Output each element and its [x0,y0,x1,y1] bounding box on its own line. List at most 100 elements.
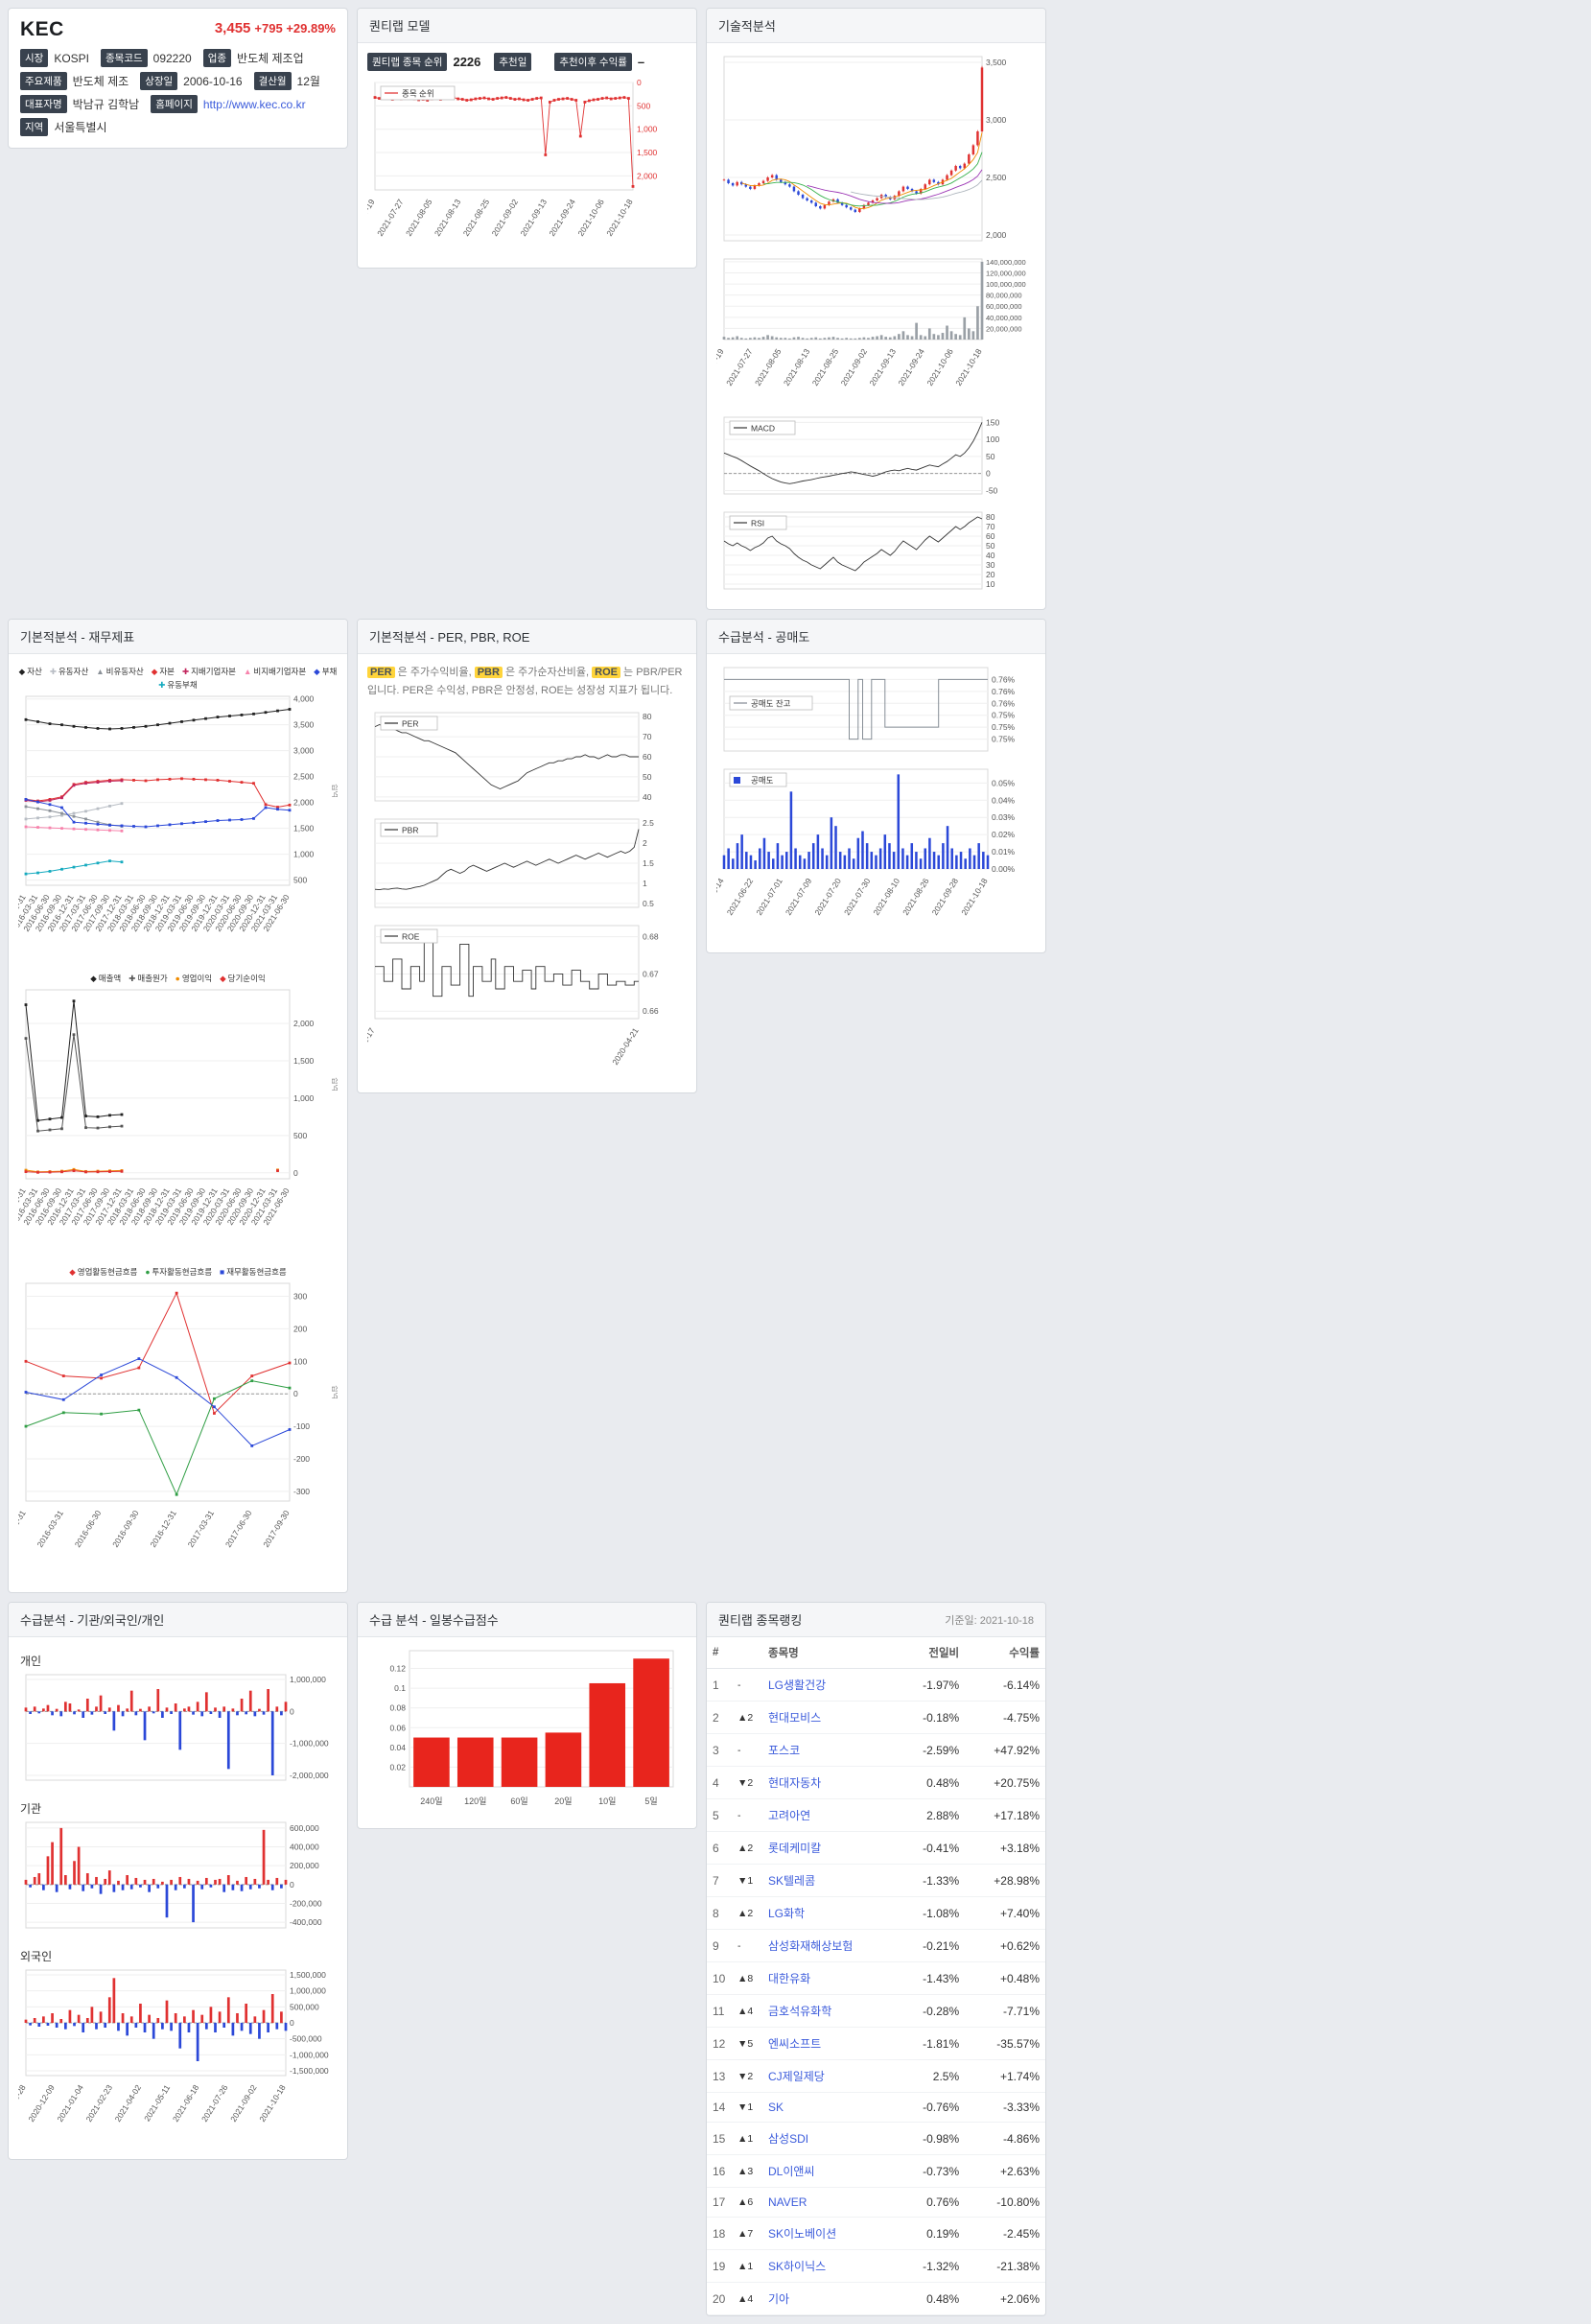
ranking-cell: ▼1 [732,2092,762,2123]
stock-link[interactable]: 대한유화 [762,1961,898,1995]
svg-text:60일: 60일 [510,1796,527,1806]
stock-link[interactable]: 삼성화재해상보험 [762,1929,898,1962]
field-label-badge: 홈페이지 [151,95,198,113]
svg-text:40,000,000: 40,000,000 [986,314,1022,322]
chart-svg: 0.75% 0.75% 0.75% 0.76% 0.76% 0.76% 공매도 잔고 [723,667,1016,752]
stock-link[interactable]: 롯데케미칼 [762,1831,898,1865]
chart-svg: 40 50 60 70 80 PER [374,713,652,802]
svg-text:2021-09-13: 2021-09-13 [868,347,899,387]
ranking-cell: -0.21% [897,1929,966,1962]
svg-text:1,000,000: 1,000,000 [290,1675,326,1684]
stock-link[interactable]: 현대자동차 [762,1766,898,1799]
stock-field-row: 지역 서울특별시 [20,118,336,136]
ranking-col-header: 전일비 [897,1637,966,1669]
svg-text:20: 20 [986,570,995,579]
ranking-cell: 0.48% [897,1766,966,1799]
stock-link[interactable]: 포스코 [762,1733,898,1767]
svg-text:2021-10-18: 2021-10-18 [959,877,990,917]
card-header: 수급 분석 - 일봉수급점수 [358,1603,696,1637]
institution-flow-chart: -400,000 -200,000 0 200,000 400,000 600,000 [18,1819,338,1940]
legend-label: 당기순이익 [227,974,266,983]
ranking-cell: 9 [707,1929,732,1962]
svg-text:십억: 십억 [331,784,338,798]
field-value: 반도체 제조업 [237,52,304,65]
ranking-cell: ▼2 [732,2059,762,2093]
ranking-cell: -1.08% [897,1896,966,1930]
ranking-cell: -1.43% [897,1961,966,1995]
svg-text:2021-08-25: 2021-08-25 [810,347,841,387]
stock-top: KEC 3,455 +795 +29.89% [9,9,347,47]
ranking-cell: ▼5 [732,2027,762,2060]
stock-link[interactable]: SK [762,2092,898,2123]
svg-text:40: 40 [986,551,995,560]
svg-text:1,000: 1,000 [637,125,658,134]
technical-card: 기술적분석 2,000 2,500 3,000 3,500 20,000,000 40,… [706,8,1046,610]
ranking-cell: +47.92% [965,1733,1045,1767]
card-title: 기술적분석 [718,19,776,34]
stock-name: KEC [20,18,64,40]
ranking-cell: 11 [707,1994,732,2028]
candlestick-chart: 2,000 2,500 3,000 3,500 [716,53,1036,253]
stock-link[interactable]: CJ제일제당 [762,2059,898,2093]
svg-text:1,000: 1,000 [293,850,315,859]
model-badges: 퀀티랩 종목 순위 2226 추천일 추천이후 수익률 – [367,53,687,71]
svg-text:0.76%: 0.76% [992,674,1016,684]
macd-chart: -50 0 50 100 150 MACD [716,413,1036,506]
legend-marker-icon: ✚ [49,666,57,676]
ranking-cell: -2.59% [897,1733,966,1767]
ranking-cell: - [732,1798,762,1832]
svg-text:120일: 120일 [464,1796,486,1806]
svg-text:0: 0 [290,1706,294,1716]
field-label-badge: 대표자명 [20,95,67,113]
stock-link[interactable]: SK텔레콤 [762,1864,898,1897]
ranking-cell: ▲6 [732,2187,762,2218]
stock-link[interactable]: 고려아연 [762,1798,898,1832]
stock-link[interactable]: DL이앤씨 [762,2154,898,2188]
svg-text:0.03%: 0.03% [992,812,1016,822]
stock-link[interactable]: SK하이닉스 [762,2249,898,2283]
field-label-badge: 종목코드 [101,49,148,67]
section-title-foreign: 외국인 [20,1950,53,1963]
individual-flow-chart: -2,000,000 -1,000,000 0 1,000,000 [18,1671,338,1793]
chart-svg: 0.5 1 1.5 2 2.5 PBR [374,819,654,908]
stock-link[interactable]: LG생활건강 [762,1668,898,1702]
ranking-cell: -0.18% [897,1701,966,1734]
svg-text:2021-08-13: 2021-08-13 [433,198,463,238]
svg-text:2,000: 2,000 [293,1019,315,1028]
legend-marker-icon: ✚ [181,666,190,676]
homepage-link[interactable]: http://www.kec.co.kr [202,97,306,111]
stock-link[interactable]: SK이노베이션 [762,2217,898,2250]
stock-link[interactable]: 금호석유화학 [762,1994,898,2028]
legend-item: ● 영업이익 [175,973,212,984]
svg-text:400,000: 400,000 [290,1843,319,1852]
ranking-card: 퀀티랩 종목랭킹 기준일: 2021-10-18 # 종목명 전일비 수익률 1- LG생… [706,1602,1046,2316]
stock-link[interactable]: LG화학 [762,1896,898,1930]
legend-marker-icon: ◆ [90,973,97,983]
field-value: KOSPI [54,51,90,65]
stock-link[interactable]: 엔씨소프트 [762,2027,898,2060]
stock-link[interactable]: 현대모비스 [762,1701,898,1734]
svg-text:0.5: 0.5 [643,899,654,908]
ranking-cell: 19 [707,2249,732,2283]
svg-text:-50: -50 [986,485,998,495]
svg-text:2021-10-18: 2021-10-18 [604,198,635,238]
ranking-cell: 12 [707,2027,732,2060]
legend-item: ✚ 지배기업자본 [182,666,236,677]
legend-item: ◆ 당기순이익 [220,973,266,984]
ranking-cell: 7 [707,1864,732,1897]
stock-price: 3,455 +795 +29.89% [215,20,336,36]
field-value: 반도체 제조 [72,75,129,88]
ranking-cell: -21.38% [965,2249,1045,2283]
field-label-badge: 주요제품 [20,72,67,90]
stock-link[interactable]: 삼성SDI [762,2122,898,2155]
svg-text:100: 100 [293,1356,307,1366]
legend-marker-icon: ▲ [96,667,105,676]
svg-text:PER: PER [402,719,418,729]
legend-marker-icon: ■ [220,1267,225,1277]
svg-text:500: 500 [293,876,307,885]
stock-link[interactable]: 기아 [762,2282,898,2315]
stock-link[interactable]: NAVER [762,2187,898,2218]
svg-text:2021-10-06: 2021-10-06 [924,347,955,387]
ranking-cell: 13 [707,2059,732,2093]
ranking-cell: 0.76% [897,2187,966,2218]
